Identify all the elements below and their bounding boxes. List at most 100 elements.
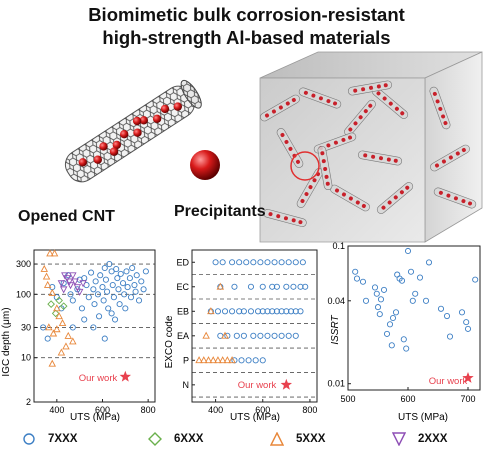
issrt-point-circle (398, 277, 406, 284)
issrt-point-circle (377, 296, 385, 303)
igc-point-circle (90, 324, 97, 331)
exco-point-circle (236, 308, 243, 315)
igc-point-triangle-up (40, 264, 49, 272)
issrt-ytick-label: 0.04 (327, 296, 345, 306)
cnt-precipitate-ball (173, 102, 182, 111)
igc-point-circle (104, 288, 111, 295)
embedded-nanotube (376, 182, 414, 214)
issrt-point-circle (407, 268, 415, 275)
igc-point-circle (133, 272, 140, 279)
igc-point-circle (109, 281, 116, 289)
igc-point-circle (108, 310, 115, 317)
igc-our-work-star (119, 370, 131, 382)
igc-ytick-label: 100 (16, 289, 31, 299)
issrt-ytick-label: 0.01 (327, 379, 345, 389)
igc-ylabel: IGC depth (μm) (1, 307, 12, 376)
exco-point-circle (254, 308, 262, 315)
embedded-nanotube (330, 184, 370, 212)
exco-point-circle (292, 308, 299, 315)
embedded-nanotube (263, 209, 307, 227)
exco-xtick-label: 600 (255, 405, 270, 415)
igc-point-circle (122, 305, 129, 312)
issrt-point-circle (362, 297, 370, 304)
exco-point-circle (250, 259, 257, 266)
igc-point-triangle-up (55, 312, 63, 320)
bulk-material-cube (259, 51, 483, 243)
igc-point-triangle-up (42, 272, 51, 280)
exco-point-circle (240, 332, 247, 339)
igc-point-circle (96, 313, 103, 320)
cnt-precipitate-ball (152, 114, 162, 123)
issrt-plot-frame (347, 245, 481, 391)
igc-point-circle (121, 291, 128, 298)
igc-point-circle (127, 294, 135, 301)
exco-point-circle (229, 308, 236, 315)
issrt-point-circle (443, 312, 451, 320)
igc-point-circle (114, 275, 121, 282)
issrt-point-circle (463, 319, 470, 326)
exco-plot-frame (191, 249, 318, 403)
exco-point-circle (243, 259, 250, 266)
issrt-point-circle (458, 309, 466, 316)
igc-depth-chart: 2 10 30 100 300 400 600 800 IGC depth (μm) UTS … (1, 249, 156, 423)
issrt-point-circle (383, 330, 391, 337)
issrt-point-circle (412, 290, 419, 297)
exco-point-circle (285, 332, 292, 339)
cnt-precipitate-ball (99, 142, 108, 151)
issrt-chart: 0.01 0.04 0.1 500 600 700 ISSRT UTS (MPa) Our… (327, 241, 481, 423)
exco-our-work-star (280, 378, 292, 390)
exco-point-circle (259, 308, 266, 315)
igc-point-triangle-down (69, 272, 77, 280)
exco-point-circle (264, 259, 271, 266)
issrt-point-circle (392, 309, 400, 316)
issrt-point-circle (403, 345, 410, 352)
exco-point-circle (233, 332, 240, 339)
exco-point-triangle-up (209, 356, 217, 364)
triangle-up-icon (270, 432, 284, 446)
exco-point-triangle-up (207, 307, 215, 315)
exco-point-circle (273, 283, 280, 290)
embedded-nanotube (429, 86, 451, 130)
issrt-point-circle (389, 314, 397, 322)
exco-point-circle (288, 308, 295, 315)
exco-point-circle (264, 308, 271, 315)
igc-xlabel: UTS (MPa) (70, 412, 120, 423)
igc-point-triangle-down (71, 278, 79, 286)
legend-label-2xxx: 2XXX (418, 433, 448, 445)
igc-point-triangle-up (69, 337, 77, 345)
exco-point-circle (292, 259, 299, 266)
igc-point-circle (123, 268, 130, 275)
igc-point-circle (69, 324, 76, 331)
legend-label-7xxx: 7XXX (48, 433, 78, 445)
embedded-nanotube (430, 144, 470, 172)
exco-ytick-label: EC (176, 282, 189, 292)
igc-point-circle (81, 275, 88, 282)
igc-point-circle (110, 294, 117, 301)
exco-point-circle (285, 259, 292, 266)
igc-point-triangle-up (48, 359, 57, 367)
igc-point-circle (106, 261, 113, 268)
igc-point-circle (91, 301, 98, 308)
igc-point-triangle-up (58, 319, 67, 327)
igc-point-circle (101, 264, 108, 272)
exco-ytick-label: ED (176, 257, 189, 267)
exco-ytick-label: P (183, 355, 189, 365)
igc-point-triangle-up (64, 331, 72, 339)
igc-point-circle (124, 284, 131, 291)
igc-point-circle (78, 305, 85, 312)
exco-ylabel: EXCO code (165, 315, 175, 368)
igc-point-circle (113, 266, 120, 273)
exco-point-circle (297, 283, 304, 290)
exco-point-circle (247, 283, 255, 290)
exco-point-circle (299, 259, 306, 266)
igc-point-circle (88, 269, 95, 276)
cnt-precipitate-ball (133, 128, 142, 137)
exco-xtick-label: 400 (208, 405, 223, 415)
legend-label-5xxx: 5XXX (296, 433, 326, 445)
exco-point-circle (283, 308, 290, 315)
issrt-point-circle (437, 305, 445, 312)
cnt-precipitate-ball (160, 104, 170, 114)
igc-xtick-label: 400 (49, 405, 64, 415)
igc-point-diamond (51, 309, 60, 318)
